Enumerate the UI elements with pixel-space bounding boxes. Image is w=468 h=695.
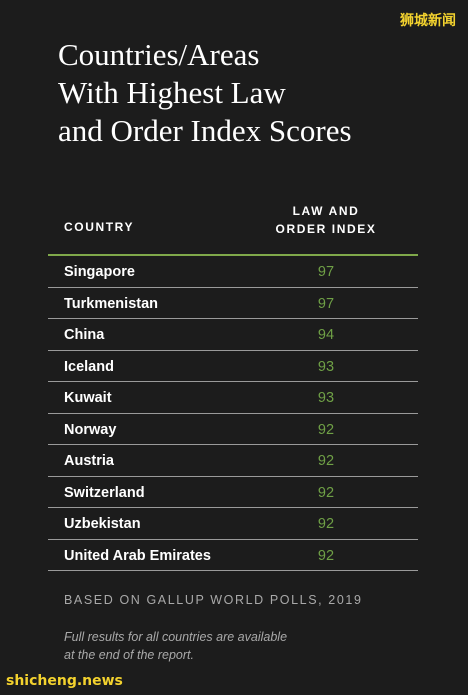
score-cell: 97 xyxy=(317,264,335,280)
table-header: COUNTRY LAW AND ORDER INDEX xyxy=(48,196,418,256)
score-cell: 92 xyxy=(317,453,335,469)
score-cell: 92 xyxy=(317,516,335,532)
column-header-index: LAW AND ORDER INDEX xyxy=(275,204,377,236)
country-cell: Singapore xyxy=(64,264,135,280)
column-header-country: COUNTRY xyxy=(64,220,135,234)
score-cell: 92 xyxy=(317,484,335,501)
score-cell: 92 xyxy=(317,547,335,564)
country-cell: Kuwait xyxy=(64,390,112,406)
country-cell: Switzerland xyxy=(64,484,145,501)
source-caption: BASED ON GALLUP WORLD POLLS, 2019 xyxy=(64,593,363,607)
table-row: Kuwait 93 xyxy=(48,382,418,414)
watermark-site-text: shicheng.news xyxy=(6,673,123,689)
score-cell: 93 xyxy=(317,390,335,406)
watermark-logo-text: 狮城新闻 xyxy=(400,13,456,29)
table-row: Singapore 97 xyxy=(48,256,418,288)
table-row: Iceland 93 xyxy=(48,351,418,382)
page-title: Countries/Areas With Highest Law and Ord… xyxy=(58,37,352,148)
score-cell: 92 xyxy=(317,421,335,438)
table-row: Norway 92 xyxy=(48,414,418,445)
table-row: Austria 92 xyxy=(48,445,418,477)
law-order-table: COUNTRY LAW AND ORDER INDEX Singapore 97… xyxy=(48,196,418,571)
table-row: China 94 xyxy=(48,319,418,351)
table-row: Turkmenistan 97 xyxy=(48,288,418,319)
country-cell: China xyxy=(64,327,105,343)
score-cell: 97 xyxy=(317,295,335,312)
country-cell: Austria xyxy=(64,453,114,469)
country-cell: Norway xyxy=(64,421,117,438)
country-cell: Uzbekistan xyxy=(64,516,141,532)
table-row: Uzbekistan 92 xyxy=(48,508,418,540)
country-cell: Iceland xyxy=(64,358,114,375)
table-row: United Arab Emirates 92 xyxy=(48,540,418,571)
score-cell: 93 xyxy=(317,358,335,375)
country-cell: Turkmenistan xyxy=(64,295,159,312)
country-cell: United Arab Emirates xyxy=(64,547,211,564)
table-row: Switzerland 92 xyxy=(48,477,418,508)
footnote: Full results for all countries are avail… xyxy=(64,630,288,662)
score-cell: 94 xyxy=(317,327,335,343)
